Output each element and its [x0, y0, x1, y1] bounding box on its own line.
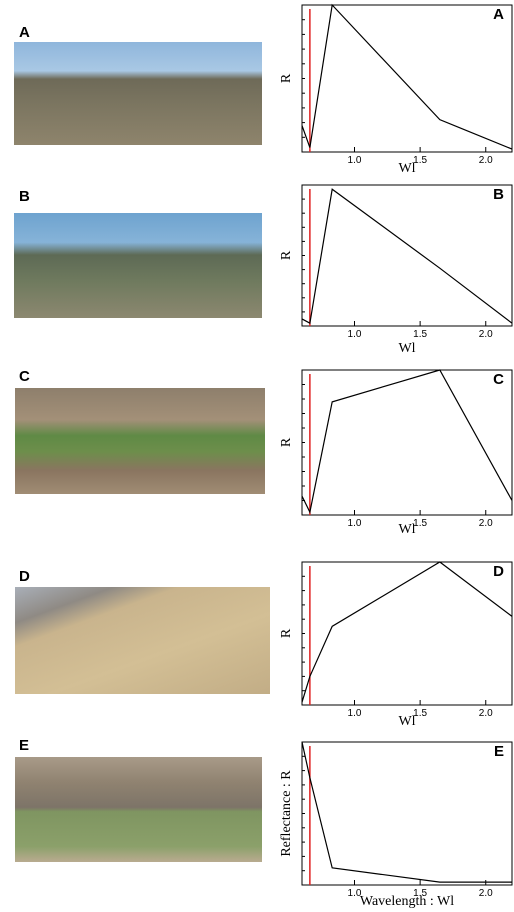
x-axis-label: Wl [398, 161, 415, 176]
x-tick-label: 1.5 [413, 329, 427, 340]
x-tick-label: 1.0 [348, 329, 362, 340]
photo [14, 213, 262, 318]
spectrum-line [301, 3, 513, 150]
photo-label: B [19, 188, 30, 205]
panel-label: D [493, 563, 504, 580]
x-axis-label: Wl [398, 714, 415, 729]
y-axis-label: R [279, 73, 294, 83]
x-tick-label: 2.0 [479, 329, 493, 340]
photo [14, 42, 262, 145]
y-axis-label: R [279, 250, 294, 260]
panel-label: C [493, 371, 504, 388]
spectrum-line [301, 188, 513, 325]
x-axis-label: Wl [398, 522, 415, 537]
photo [15, 388, 265, 494]
x-tick-label: 1.0 [348, 518, 362, 529]
x-tick-label: 1.0 [348, 888, 362, 899]
spectrum-line [301, 561, 513, 703]
plot-frame [301, 561, 513, 706]
panel-label: A [493, 6, 504, 23]
x-tick-label: 2.0 [479, 888, 493, 899]
photo-label: A [19, 24, 30, 41]
spectrum-line [301, 741, 512, 883]
photo-label: E [19, 737, 30, 754]
photo-label: C [19, 368, 30, 385]
spectrum-line [301, 369, 513, 514]
panel-label: B [493, 186, 504, 203]
x-tick-label: 2.0 [479, 708, 493, 719]
photo [15, 757, 262, 862]
plot-frame [301, 4, 513, 153]
x-tick-label: 1.5 [413, 155, 427, 166]
photo [15, 587, 270, 694]
x-axis-label: Wl [398, 341, 415, 356]
x-tick-label: 1.0 [348, 155, 362, 166]
x-tick-label: 2.0 [479, 155, 493, 166]
panel-label: E [494, 743, 504, 760]
x-tick-label: 1.5 [413, 708, 427, 719]
y-axis-label: R [279, 437, 294, 447]
photo-label: D [19, 568, 30, 585]
x-axis-label: Wavelength : Wl [360, 894, 454, 909]
plot-frame [301, 741, 513, 886]
plot-frame [301, 184, 513, 327]
x-tick-label: 1.5 [413, 888, 427, 899]
y-axis-label: R [279, 628, 294, 638]
x-tick-label: 1.5 [413, 518, 427, 529]
y-axis-label: Reflectance : R [279, 770, 294, 857]
x-tick-label: 2.0 [479, 518, 493, 529]
x-tick-label: 1.0 [348, 708, 362, 719]
